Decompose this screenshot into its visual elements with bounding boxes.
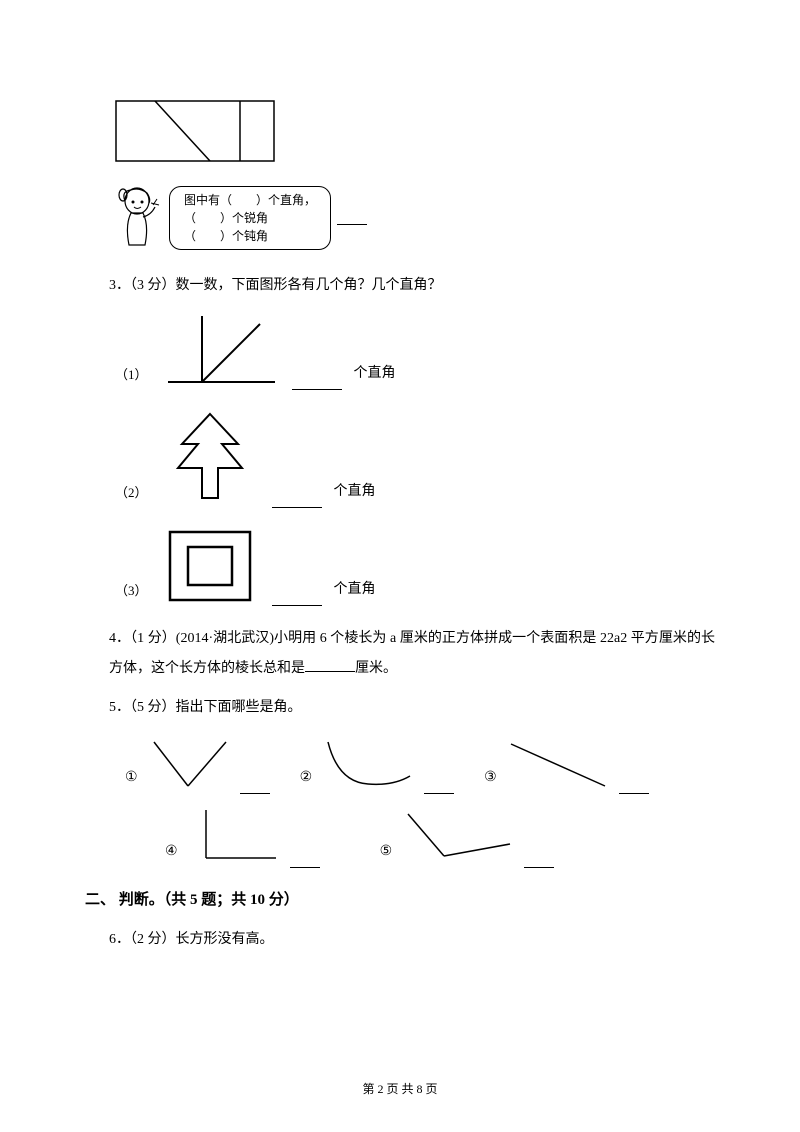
blank xyxy=(619,780,649,794)
blank xyxy=(305,658,355,672)
q6-text: 6．（2 分）长方形没有高。 xyxy=(109,925,715,956)
speech-bubble: 图中有（ ）个直角， （ ）个锐角 （ ）个钝角 xyxy=(169,186,331,250)
q2-speech-row: 图中有（ ）个直角， （ ）个锐角 （ ）个钝角 xyxy=(115,185,715,251)
q3-sub1: （1） 个直角 xyxy=(115,310,715,390)
q3-fig2-tree-icon xyxy=(160,408,260,508)
q3-text: 3．（3 分）数一数，下面图形各有几个角？几个直角？ xyxy=(109,271,715,302)
q3-sub3: （3） 个直角 xyxy=(115,526,715,606)
blank xyxy=(272,494,322,508)
circled-1: ① xyxy=(125,763,138,794)
q3-sub1-label: （1） xyxy=(115,361,148,390)
q5-row2: ④ ⑤ xyxy=(165,804,715,868)
blank xyxy=(240,780,270,794)
q3-sub3-suffix: 个直角 xyxy=(334,575,376,606)
q5-item2: ② xyxy=(300,734,455,794)
girl-icon xyxy=(115,185,165,251)
speech-line2: （ ）个锐角 xyxy=(184,209,316,227)
blank xyxy=(524,854,554,868)
speech-line3: （ ）个钝角 xyxy=(184,227,316,245)
q3-fig1 xyxy=(160,310,280,390)
circled-5: ⑤ xyxy=(380,837,393,868)
q5-fig3 xyxy=(503,734,613,794)
circled-2: ② xyxy=(300,763,313,794)
blank xyxy=(292,376,342,390)
blank xyxy=(337,211,367,225)
q5-fig2 xyxy=(318,734,418,794)
q5-item1: ① xyxy=(125,734,270,794)
section2-header: 二、 判断。（共 5 题；共 10 分） xyxy=(85,884,715,917)
q3-sub1-suffix: 个直角 xyxy=(354,359,396,390)
q3-fig3-squares-icon xyxy=(160,526,260,606)
q5-fig1 xyxy=(144,734,234,794)
q3-sub2: （2） 个直角 xyxy=(115,408,715,508)
q5-item5: ⑤ xyxy=(380,804,555,868)
blank xyxy=(424,780,454,794)
rectangle-diagonal-figure xyxy=(115,100,275,162)
blank xyxy=(290,854,320,868)
speech-line1: 图中有（ ）个直角， xyxy=(184,191,316,209)
q4-text: 4．（1 分）(2014·湖北武汉)小明用 6 个棱长为 a 厘米的正方体拼成一… xyxy=(109,624,715,686)
q3-sub3-label: （3） xyxy=(115,577,148,606)
q5-item3: ③ xyxy=(484,734,649,794)
q5-item4: ④ xyxy=(165,804,320,868)
q3-sub2-suffix: 个直角 xyxy=(334,477,376,508)
blank xyxy=(272,592,322,606)
q5-row1: ① ② ③ xyxy=(125,734,715,794)
q2-diagram xyxy=(115,100,715,175)
circled-3: ③ xyxy=(484,763,497,794)
q3-sub2-label: （2） xyxy=(115,479,148,508)
q5-fig5 xyxy=(398,804,518,868)
q5-text: 5．（5 分）指出下面哪些是角。 xyxy=(109,693,715,724)
page-footer: 第 2 页 共 8 页 xyxy=(0,1076,800,1102)
q5-fig4 xyxy=(184,804,284,868)
circled-4: ④ xyxy=(165,837,178,868)
